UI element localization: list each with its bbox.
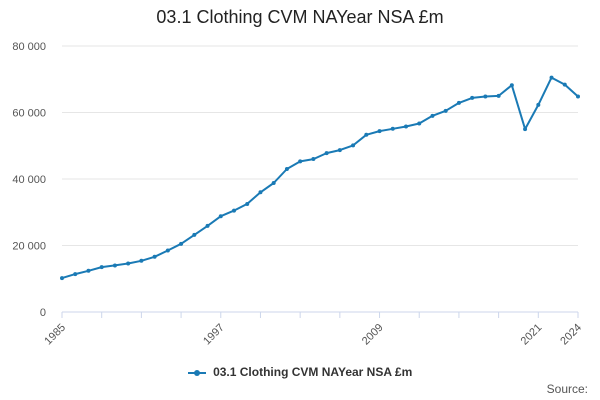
- series-line: [61, 76, 579, 280]
- data-point-2002[interactable]: [284, 167, 289, 172]
- data-point-1999[interactable]: [245, 201, 250, 206]
- data-point-2011[interactable]: [404, 124, 408, 129]
- y-tick-label: 60 000: [12, 108, 46, 120]
- data-point-1997[interactable]: [218, 214, 223, 219]
- data-point-2017[interactable]: [483, 94, 488, 99]
- data-point-2014[interactable]: [443, 108, 448, 113]
- data-point-2007[interactable]: [351, 143, 356, 148]
- data-point-1992[interactable]: [152, 254, 157, 259]
- data-point-1986[interactable]: [73, 272, 78, 277]
- data-point-2018[interactable]: [496, 93, 501, 98]
- y-tick-label: 0: [40, 307, 46, 319]
- axes: 0 20 000 40 000 60 000 80 000 1985 1997 2009 202…: [12, 41, 584, 347]
- legend[interactable]: 03.1 Clothing CVM NAYear NSA £m: [0, 365, 600, 379]
- y-tick-label: 80 000: [12, 41, 46, 53]
- data-point-2020[interactable]: [523, 127, 528, 132]
- data-point-2013[interactable]: [430, 113, 435, 118]
- data-point-1988[interactable]: [99, 265, 104, 270]
- data-point-2006[interactable]: [337, 148, 342, 153]
- legend-label: 03.1 Clothing CVM NAYear NSA £m: [213, 365, 413, 379]
- data-point-2021[interactable]: [536, 102, 541, 107]
- data-point-2016[interactable]: [470, 95, 475, 100]
- data-point-1991[interactable]: [139, 258, 144, 263]
- legend-swatch: [187, 368, 206, 378]
- data-point-1985[interactable]: [60, 276, 64, 281]
- data-point-1996[interactable]: [205, 223, 210, 228]
- data-point-2022[interactable]: [549, 75, 554, 80]
- data-point-1990[interactable]: [126, 261, 131, 266]
- data-point-2001[interactable]: [271, 180, 276, 185]
- data-point-1993[interactable]: [165, 248, 170, 253]
- gridlines: [62, 45, 578, 246]
- data-point-2023[interactable]: [562, 82, 567, 87]
- data-point-2005[interactable]: [324, 151, 329, 156]
- y-tick-label: 40 000: [12, 174, 46, 186]
- data-point-2004[interactable]: [311, 157, 316, 162]
- source-label: Source:: [546, 382, 588, 396]
- data-point-2024[interactable]: [576, 94, 580, 99]
- x-tick-label: 2009: [360, 322, 386, 348]
- data-point-2019[interactable]: [509, 83, 514, 88]
- data-point-1989[interactable]: [112, 263, 117, 268]
- data-point-2012[interactable]: [417, 121, 422, 126]
- data-point-2008[interactable]: [364, 132, 369, 137]
- x-tick-label: 1997: [201, 322, 227, 348]
- x-tick-label: 2021: [519, 322, 545, 348]
- data-point-2015[interactable]: [456, 100, 461, 105]
- data-point-1987[interactable]: [86, 268, 91, 273]
- data-point-2009[interactable]: [377, 129, 382, 134]
- chart-title: 03.1 Clothing CVM NAYear NSA £m: [156, 7, 444, 27]
- y-tick-label: 20 000: [12, 241, 46, 253]
- data-point-1995[interactable]: [192, 232, 197, 237]
- x-tick-label: 2024: [558, 322, 584, 348]
- data-point-2010[interactable]: [390, 126, 395, 131]
- data-point-2000[interactable]: [258, 190, 263, 195]
- series-layer: [60, 75, 580, 281]
- data-point-2003[interactable]: [298, 159, 303, 164]
- data-point-1994[interactable]: [179, 241, 184, 246]
- x-tick-label: 1985: [42, 322, 68, 348]
- data-point-1998[interactable]: [232, 208, 236, 213]
